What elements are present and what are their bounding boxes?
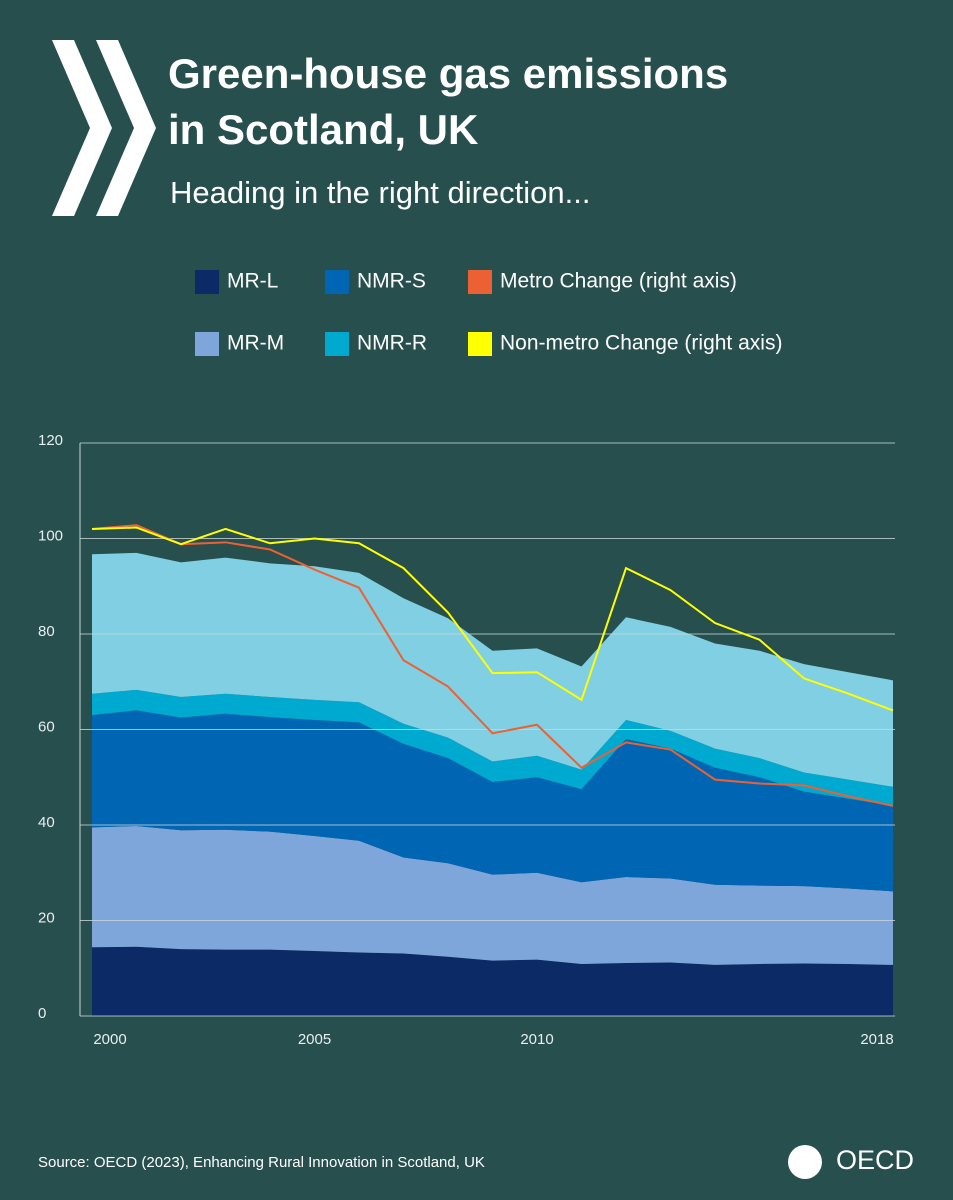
- logo-globe: [788, 1145, 822, 1179]
- legend-label: MR-L: [227, 270, 278, 293]
- y-tick-label: 40: [38, 814, 55, 831]
- chart-title: in Scotland, UK: [168, 106, 478, 153]
- y-tick-label: 0: [38, 1005, 46, 1022]
- chart-subtitle: Heading in the right direction...: [170, 175, 590, 210]
- x-tick-label: 2000: [93, 1031, 126, 1048]
- legend-label: NMR-S: [357, 270, 426, 293]
- legend-label: NMR-R: [357, 332, 427, 355]
- x-tick-label: 2005: [298, 1031, 331, 1048]
- y-tick-label: 120: [38, 432, 63, 449]
- legend-swatch: [325, 332, 349, 356]
- area: [92, 710, 893, 892]
- legend-swatch: [325, 270, 349, 294]
- y-tick-label: 60: [38, 718, 55, 735]
- logo-chevron: [52, 40, 112, 216]
- legend-swatch: [195, 270, 219, 294]
- legend-label: MR-M: [227, 332, 284, 355]
- y-tick-label: 100: [38, 527, 63, 544]
- logo-chevron: [96, 40, 156, 216]
- source: Source: OECD (2023), Enhancing Rural Inn…: [38, 1154, 485, 1171]
- x-tick-label: 2010: [520, 1031, 553, 1048]
- y-tick-label: 80: [38, 623, 55, 640]
- chart-title: Green-house gas emissions: [168, 50, 728, 97]
- legend-label: Metro Change (right axis): [500, 270, 737, 293]
- legend-swatch: [468, 270, 492, 294]
- area: [92, 552, 893, 787]
- x-tick-label: 2018: [860, 1031, 893, 1048]
- area: [92, 946, 893, 1016]
- line: [91, 526, 894, 712]
- y-tick-label: 20: [38, 909, 55, 926]
- area: [92, 825, 893, 965]
- line: [91, 524, 894, 807]
- legend-label: Non-metro Change (right axis): [500, 332, 782, 355]
- legend-swatch: [468, 332, 492, 356]
- legend-swatch: [195, 332, 219, 356]
- area: [92, 689, 893, 806]
- logo-text: OECD: [836, 1145, 914, 1175]
